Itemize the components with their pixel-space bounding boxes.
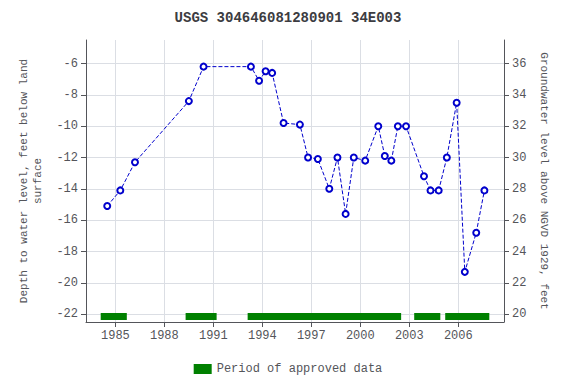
svg-text:1991: 1991 [199,329,228,343]
svg-text:USGS 304646081280901 34E003: USGS 304646081280901 34E003 [175,10,402,26]
svg-text:Depth to water level, feet bel: Depth to water level, feet below land [18,59,30,303]
svg-text:Period of approved data: Period of approved data [217,362,383,376]
svg-text:20: 20 [512,307,526,321]
svg-text:Groundwater level above NGVD 1: Groundwater level above NGVD 1929, feet [538,52,550,309]
svg-text:24: 24 [512,245,526,259]
svg-text:28: 28 [512,182,526,196]
svg-text:-18: -18 [56,245,78,259]
svg-text:-22: -22 [56,307,78,321]
svg-text:1988: 1988 [150,329,179,343]
svg-text:-14: -14 [56,182,78,196]
svg-text:-6: -6 [64,57,78,71]
svg-text:34: 34 [512,88,526,102]
svg-text:1985: 1985 [101,329,130,343]
svg-text:-10: -10 [56,119,78,133]
svg-text:1997: 1997 [297,329,326,343]
svg-text:surface: surface [32,158,44,204]
svg-text:32: 32 [512,119,526,133]
svg-text:2003: 2003 [395,329,424,343]
svg-text:30: 30 [512,151,526,165]
svg-text:26: 26 [512,213,526,227]
svg-text:-8: -8 [64,88,78,102]
svg-text:36: 36 [512,57,526,71]
svg-text:-12: -12 [56,151,78,165]
svg-text:2000: 2000 [346,329,375,343]
svg-text:1994: 1994 [248,329,277,343]
svg-text:-16: -16 [56,213,78,227]
svg-text:22: 22 [512,276,526,290]
svg-text:2006: 2006 [444,329,473,343]
svg-text:-20: -20 [56,276,78,290]
